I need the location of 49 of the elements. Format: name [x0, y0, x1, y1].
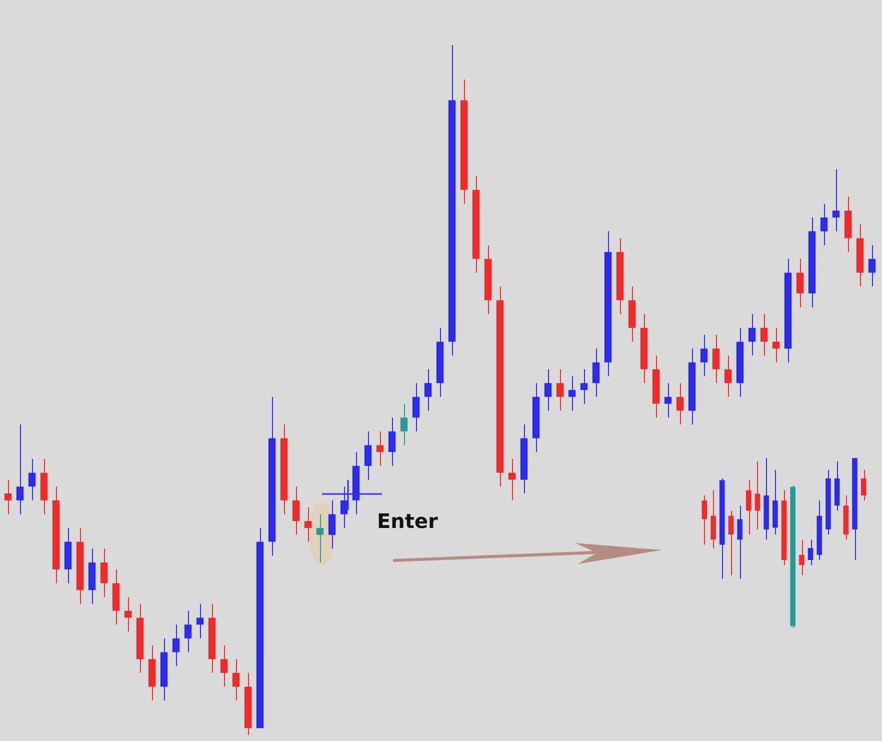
candlestick [724, 355, 732, 398]
candlestick [124, 596, 132, 632]
candlestick [16, 424, 24, 515]
candlestick [304, 506, 312, 542]
candlestick [568, 376, 576, 412]
candlestick [772, 327, 780, 363]
candlestick [728, 510, 734, 576]
candlestick [664, 382, 672, 418]
candlestick [316, 514, 324, 563]
candlestick [676, 382, 684, 425]
candlestick [100, 548, 108, 598]
candlestick [424, 368, 432, 412]
candlestick [364, 430, 372, 480]
candlestick [754, 460, 760, 530]
candlestick [328, 500, 336, 550]
candlestick [746, 480, 752, 535]
candlestick [376, 430, 384, 466]
candlestick [28, 458, 36, 501]
candlestick [860, 469, 866, 501]
candlestick [748, 314, 756, 356]
candlestick [220, 644, 228, 688]
candlestick [580, 368, 588, 404]
candlestick [592, 348, 600, 398]
candlestick [760, 314, 768, 356]
candlestick [868, 244, 876, 287]
candlestick [340, 486, 348, 528]
candlestick [737, 505, 742, 580]
candlestick [508, 458, 516, 501]
annotation: Enter [377, 509, 438, 533]
candlestick [172, 624, 180, 666]
candlestick [700, 334, 708, 377]
candlestick [292, 486, 300, 536]
candlestick [544, 368, 552, 412]
candlestick [184, 610, 192, 653]
candlestick [808, 539, 814, 566]
candlestick [196, 603, 204, 639]
candlestick [796, 258, 804, 308]
candlestick [799, 539, 804, 576]
candlestick [710, 490, 716, 549]
candlestick [400, 403, 408, 446]
candlestick [712, 334, 720, 384]
candlestick [388, 417, 396, 466]
candlestick [412, 382, 420, 432]
candlestick [556, 368, 564, 412]
candlestick [232, 658, 240, 701]
candlestick [702, 494, 708, 546]
candlestick [4, 479, 12, 515]
candlestick [832, 168, 840, 232]
candlestick [820, 203, 828, 246]
